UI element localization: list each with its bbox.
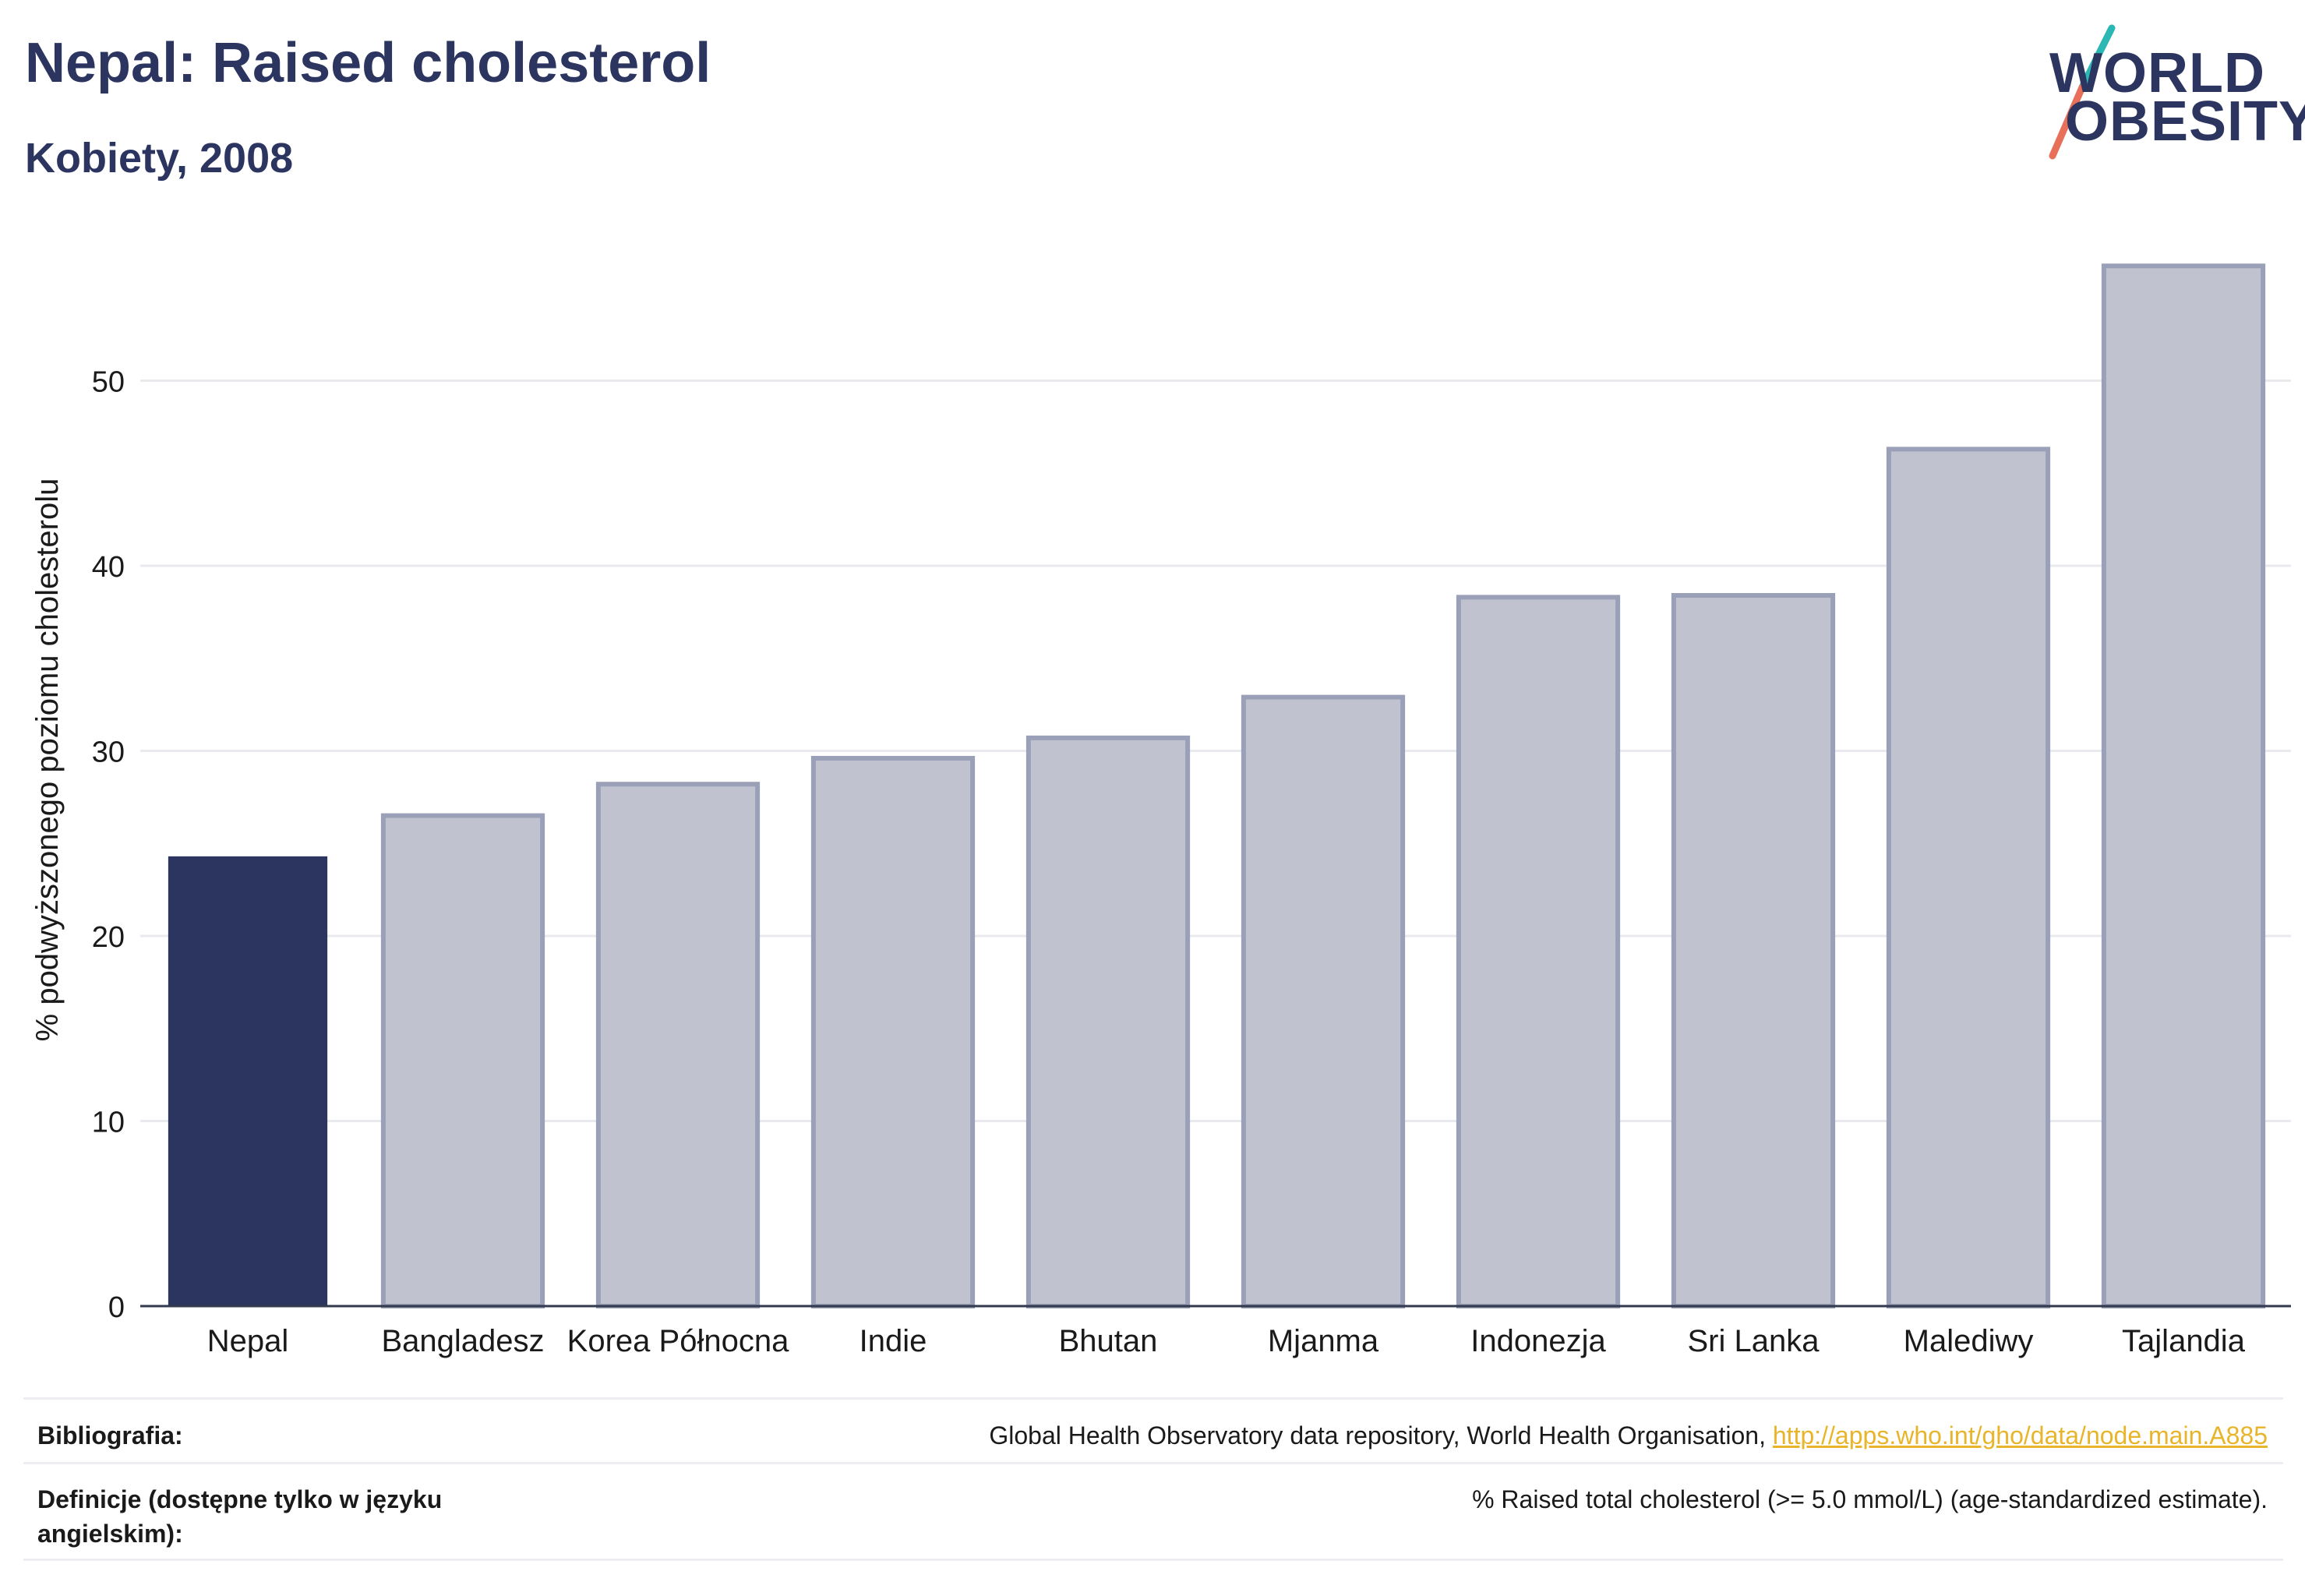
x-tick-labels: Nepal Bangladesz Korea Północna Indie Bhutan… [207,1324,2246,1358]
bar-bhutan [1025,735,1191,1308]
y-tick-labels: 0 10 20 30 40 50 [92,366,125,1325]
bar-indonezja [1456,595,1621,1308]
bar-indie [810,756,976,1308]
definitions-value: % Raised total cholesterol (>= 5.0 mmol/… [1472,1485,2268,1513]
bibliography-link[interactable]: http://apps.who.int/gho/data/node.main.A… [1772,1421,2268,1449]
x-tick-label: Korea Północna [567,1324,789,1358]
x-tick-label: Mjanma [1268,1324,1379,1358]
bar-malediwy [1886,447,2051,1308]
footer-divider [23,1559,2283,1561]
bibliography-text: Global Health Observatory data repositor… [989,1421,1766,1449]
bibliography-label: Bibliografia: [37,1421,183,1449]
bar-mjanma [1241,694,1406,1308]
x-tick-label: Bhutan [1059,1324,1158,1358]
x-tick-label: Bangladesz [381,1324,544,1358]
y-tick-label: 30 [92,736,125,769]
x-tick-label: Indie [860,1324,927,1358]
bibliography-value: Global Health Observatory data repositor… [989,1418,2268,1453]
y-tick-label: 0 [108,1291,125,1324]
world-obesity-logo: WORLD OBESITY [2034,22,2305,170]
y-tick-label: 10 [92,1107,125,1139]
y-axis-label: % podwyższonego poziomu cholesterolu [30,478,65,1042]
bars [168,263,2266,1308]
bar-tajlandia [2101,263,2266,1308]
bar-korea-północna [595,782,761,1308]
x-tick-label: Malediwy [1904,1324,2034,1358]
logo-slash-icon [2049,24,2116,160]
logo-text-line2: OBESITY [2065,90,2305,153]
chart-subtitle: Kobiety, 2008 [25,135,294,182]
logo-text-line1: WORLD [2049,42,2265,104]
bar-sri-lanka [1671,593,1836,1308]
definitions-label: Definicje (dostępne tylko w języku angie… [37,1485,443,1548]
footer-divider [23,1462,2283,1464]
y-tick-label: 20 [92,921,125,954]
y-tick-label: 40 [92,551,125,584]
x-tick-label: Indonezja [1470,1324,1606,1358]
y-tick-label: 50 [92,366,125,399]
x-tick-label: Sri Lanka [1688,1324,1820,1358]
bar-bangladesz [380,813,545,1308]
bar-nepal [168,856,328,1306]
x-tick-label: Nepal [207,1324,289,1358]
x-tick-label: Tajlandia [2122,1324,2246,1358]
bar-chart: 0 10 20 30 40 50 Nepal Bangladesz Korea Północn… [30,263,2291,1358]
footer-divider [23,1397,2283,1400]
chart-title: Nepal: Raised cholesterol [25,32,711,94]
